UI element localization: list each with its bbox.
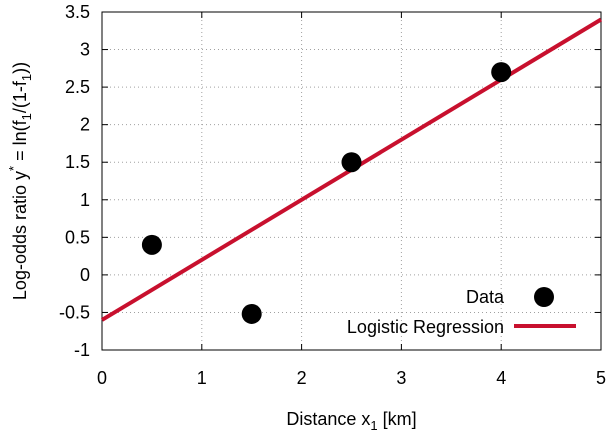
y-tick-label: 0.5 — [65, 227, 90, 247]
series-points-group — [141, 62, 512, 324]
y-axis-label-suffix: )) — [10, 62, 30, 74]
legend-label-data: Data — [466, 287, 505, 307]
y-tick-label: -1 — [74, 340, 90, 360]
x-tick-label: 3 — [396, 368, 406, 388]
legend-label-logistic-regression: Logistic Regression — [347, 317, 504, 337]
data-point — [141, 234, 162, 255]
legend: Data Logistic Regression — [347, 287, 576, 337]
y-axis-label-sub1: 1 — [19, 113, 34, 120]
y-tick-label: 1.5 — [65, 152, 90, 172]
data-point — [241, 303, 262, 324]
y-tick-label: 0 — [80, 265, 90, 285]
y-tick-label: 3 — [80, 40, 90, 60]
data-point — [341, 152, 362, 173]
x-axis-label-main: Distance x — [286, 409, 370, 429]
x-tick-label: 2 — [297, 368, 307, 388]
y-axis-label-mid2: /(1-f — [10, 80, 30, 113]
y-axis-label-sub2: 1 — [19, 74, 34, 81]
x-tick-label: 1 — [197, 368, 207, 388]
x-axis-label-sub: 1 — [370, 418, 377, 433]
y-axis-label-sup: * — [6, 166, 21, 171]
plot-frame — [101, 11, 602, 351]
ticks: 0 1 2 3 4 5 -1 -0.5 0 0.5 1 1.5 2 2.5 3 3.5 — [59, 2, 606, 388]
x-tick-label: 0 — [97, 368, 107, 388]
x-axis-label: Distance x1 [km] — [286, 409, 416, 433]
x-tick-label: 5 — [596, 368, 606, 388]
x-axis-label-tail: [km] — [378, 409, 417, 429]
y-tick-label: 2 — [80, 115, 90, 135]
y-axis-label-mid1: = ln(f — [10, 119, 30, 166]
x-tick-label: 4 — [496, 368, 506, 388]
y-axis-label-prefix: Log-odds ratio y — [10, 171, 30, 300]
y-tick-label: 2.5 — [65, 77, 90, 97]
y-axis-label: Log-odds ratio y* = ln(f1/(1-f1)) — [6, 62, 34, 300]
y-tick-label: 1 — [80, 190, 90, 210]
y-tick-label: -0.5 — [59, 302, 90, 322]
y-tick-label: 3.5 — [65, 2, 90, 22]
legend-marker-data — [534, 287, 554, 307]
data-point — [491, 62, 512, 83]
